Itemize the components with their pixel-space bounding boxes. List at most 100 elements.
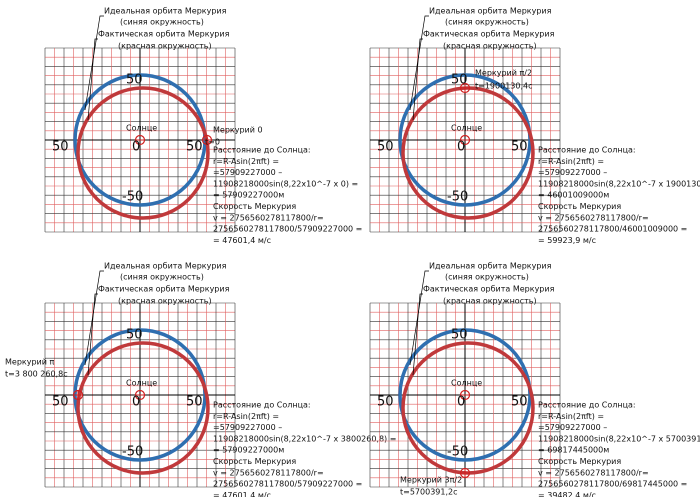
sun-label: Солнце — [126, 379, 157, 388]
calc-line: 11908218000sin(8,22x10^-7 x 0) = — [213, 179, 358, 188]
axis-label: -50 — [447, 190, 468, 205]
sun-label: Солнце — [451, 124, 482, 133]
sun-label: Солнце — [126, 124, 157, 133]
calc-line: = 39482,4 м/с — [538, 491, 596, 497]
leader — [412, 38, 423, 121]
axis-label: 50 — [451, 73, 468, 88]
calc-line: Расстояние до Солнца: — [213, 401, 311, 410]
axis-label: 50 — [52, 395, 69, 410]
ideal-orbit — [398, 328, 532, 462]
mercury-time: t=0 — [205, 138, 220, 147]
calc-line: = 59923,9 м/с — [538, 236, 596, 245]
leader — [412, 293, 423, 376]
ideal-sub: (синяя окружность) — [445, 273, 529, 282]
calc-line: 2756560278117800/57909227000 = — [213, 480, 362, 489]
ideal-orbit — [398, 73, 532, 207]
calc-line: 2756560278117800/46001009000 = — [538, 225, 687, 234]
calc-line: v = 2756560278117800/r= — [213, 468, 324, 477]
axis-label: -50 — [122, 190, 143, 205]
calc-line: Скорость Меркурия — [213, 202, 296, 211]
actual-label: Фактическая орбита Меркурия — [98, 30, 230, 39]
actual-sub: (красная окружность) — [118, 42, 212, 51]
actual-label: Фактическая орбита Меркурия — [423, 285, 555, 294]
calc-line: Расстояние до Солнца: — [538, 146, 636, 155]
axis-label: 50 — [126, 328, 143, 343]
calc-line: r=R-Asin(2πft) = — [538, 157, 604, 166]
axis-label: 50 — [377, 395, 394, 410]
mercury-label: Меркурий π/2 — [475, 69, 532, 78]
actual-label: Фактическая орбита Меркурия — [423, 30, 555, 39]
calc-line: = 47601,4 м/с — [213, 236, 271, 245]
leader — [84, 270, 104, 366]
ideal-sub: (синяя окружность) — [120, 18, 204, 27]
axis-label: 50 — [511, 140, 528, 155]
axis-label: 0 — [457, 395, 465, 410]
mercury-label: Меркурий 3π/2 — [400, 476, 462, 485]
actual-label: Фактическая орбита Меркурия — [98, 285, 230, 294]
mercury-time: t=5700391,2с — [400, 488, 458, 497]
panel: Солнце Меркурий π t=3 800 260,8с 50 0 50 50 -50… — [5, 262, 396, 497]
panel: Солнце Меркурий 3π/2 t=5700391,2с 50 0 50 50 -5… — [369, 262, 700, 497]
calc-line: r=R-Asin(2πft) = — [213, 412, 279, 421]
axis-label: 50 — [126, 73, 143, 88]
axis-label: 0 — [457, 140, 465, 155]
calc-line: =57909227000 – — [538, 168, 607, 177]
axis-label: 50 — [186, 395, 203, 410]
axis-label: 50 — [451, 328, 468, 343]
calc-line: = 57909227000м — [213, 446, 284, 455]
calc-line: 11908218000sin(8,22x10^-7 x 5700391,2) = — [538, 434, 700, 443]
calc-line: = 69817445000м — [538, 446, 609, 455]
ideal-label: Идеальная орбита Меркурия — [429, 262, 552, 271]
actual-orbit — [76, 341, 210, 475]
axis-label: 50 — [377, 140, 394, 155]
ideal-label: Идеальная орбита Меркурия — [104, 7, 227, 16]
calc-line: Расстояние до Солнца: — [538, 401, 636, 410]
mercury-time: t=3 800 260,8с — [5, 370, 68, 379]
sun-label: Солнце — [451, 379, 482, 388]
leader — [409, 15, 429, 111]
axis-label: -50 — [122, 445, 143, 460]
calc-line: 2756560278117800/57909227000 = — [213, 225, 362, 234]
actual-sub: (красная окружность) — [118, 297, 212, 306]
axis-label: 50 — [511, 395, 528, 410]
axis-label: 50 — [186, 140, 203, 155]
calc-line: Скорость Меркурия — [538, 457, 621, 466]
calc-line: =57909227000 – — [538, 423, 607, 432]
leader — [87, 38, 98, 121]
calc-line: =57909227000 – — [213, 423, 282, 432]
calc-line: Скорость Меркурия — [538, 202, 621, 211]
actual-orbit — [76, 86, 210, 220]
calc-line: r=R-Asin(2πft) = — [538, 412, 604, 421]
panel: Солнце Меркурий π/2 t=1900130,4с 50 0 50 50 -50… — [369, 7, 700, 245]
leader — [87, 293, 98, 376]
mercury-label: Меркурий π — [5, 358, 54, 367]
axis-label: 50 — [52, 140, 69, 155]
calc-line: v = 2756560278117800/r= — [213, 213, 324, 222]
calc-line: = 57909227000м — [213, 191, 284, 200]
actual-sub: (красная окружность) — [443, 42, 537, 51]
mercury-time: t=1900130,4с — [475, 82, 533, 91]
calc-line: v = 2756560278117800/r= — [538, 468, 649, 477]
actual-sub: (красная окружность) — [443, 297, 537, 306]
mercury-label: Меркурий 0 — [213, 126, 263, 135]
calc-line: = 47601,4 м/с — [213, 491, 271, 497]
calc-line: r=R-Asin(2πft) = — [213, 157, 279, 166]
ideal-sub: (синяя окружность) — [120, 273, 204, 282]
ideal-sub: (синяя окружность) — [445, 18, 529, 27]
axis-label: -50 — [447, 445, 468, 460]
calc-line: = 46001009000м — [538, 191, 609, 200]
calc-line: Скорость Меркурия — [213, 457, 296, 466]
ideal-label: Идеальная орбита Меркурия — [104, 262, 227, 271]
calc-line: 2756560278117800/69817445000 = — [538, 480, 687, 489]
leader — [409, 270, 429, 366]
calc-line: Расстояние до Солнца: — [213, 146, 311, 155]
calc-line: 11908218000sin(8,22x10^-7 x 1900130,4) = — [538, 179, 700, 188]
leader — [84, 15, 104, 111]
axis-label: 0 — [132, 395, 140, 410]
ideal-label: Идеальная орбита Меркурия — [429, 7, 552, 16]
calc-line: v = 2756560278117800/r= — [538, 213, 649, 222]
axis-label: 0 — [132, 140, 140, 155]
calc-line: =57909227000 – — [213, 168, 282, 177]
